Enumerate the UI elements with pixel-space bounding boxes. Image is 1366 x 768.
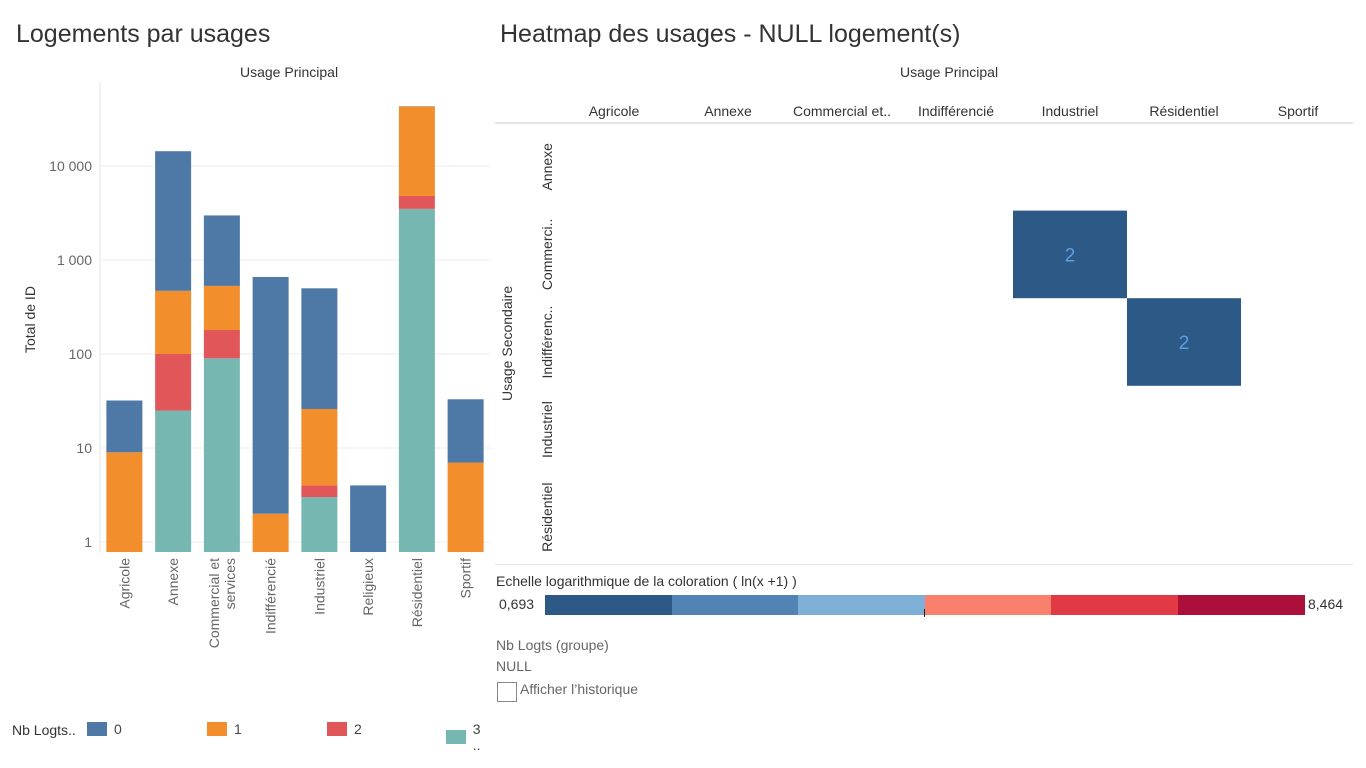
- legend-item-0[interactable]: 0: [87, 721, 122, 737]
- bar-segment: [155, 354, 192, 411]
- bar-segment: [106, 452, 143, 552]
- legend-swatch: [207, 722, 227, 736]
- legend-title: Nb Logts..: [12, 722, 76, 738]
- y-tick-label: 1: [84, 534, 92, 550]
- bar-segment: [252, 276, 289, 514]
- x-tick-label-text: Religieux: [360, 558, 376, 616]
- legend-swatch: [327, 722, 347, 736]
- y-tick-label: 10: [76, 440, 92, 456]
- history-label[interactable]: Afficher l’historique: [520, 681, 639, 697]
- heatmap-title: Heatmap des usages - NULL logement(s): [500, 20, 961, 48]
- y-tick-label: 1 000: [57, 252, 92, 268]
- y-tick-label: 10 000: [49, 158, 92, 174]
- x-tick-label-text: Commercial et: [206, 558, 222, 648]
- heatmap-column-label: Annexe: [704, 103, 752, 119]
- legend-item-2[interactable]: 2: [327, 721, 362, 737]
- x-tick-label: Religieux: [360, 558, 376, 616]
- heatmap-column-label: Indifférencié: [918, 103, 994, 119]
- legend-label: 2: [354, 721, 362, 737]
- x-tick-label: Résidentiel: [409, 558, 425, 627]
- x-tick-label: Commercial et services: [206, 558, 238, 648]
- heatmap-column-label: Commercial et..: [793, 103, 891, 119]
- color-scale-segment: [1051, 595, 1178, 615]
- x-tick-label: Industriel: [311, 558, 327, 615]
- filter-value[interactable]: NULL: [496, 658, 532, 674]
- bar-segment: [301, 408, 338, 486]
- heatmap-cell: [1127, 298, 1241, 386]
- legend-item-3[interactable]: 3 ..: [446, 721, 492, 753]
- bar-segment: [301, 288, 338, 409]
- filter-label: Nb Logts (groupe): [496, 637, 609, 653]
- bar-segment: [203, 285, 240, 331]
- x-tick-label-text: Sportif: [458, 558, 474, 599]
- x-tick-label: Indifférencié: [263, 558, 279, 634]
- color-scale-label: Echelle logarithmique de la coloration (…: [496, 573, 797, 589]
- bar-segment: [301, 485, 338, 498]
- heatmap-column-label: Industriel: [1042, 103, 1099, 119]
- x-tick-label: Annexe: [165, 558, 181, 606]
- x-tick-label: Agricole: [116, 558, 132, 609]
- x-tick-label-text: services: [222, 558, 238, 609]
- legend-swatch: [87, 722, 107, 736]
- color-scale-segment: [798, 595, 925, 615]
- bar-segment: [398, 208, 435, 552]
- x-tick-label-text: Agricole: [116, 558, 132, 609]
- heatmap-column-label: Sportif: [1278, 103, 1319, 119]
- bar-segment: [155, 151, 192, 291]
- color-scale-max: 8,464: [1308, 596, 1344, 612]
- heatmap-cell-value: 2: [1065, 245, 1076, 266]
- history-checkbox[interactable]: [497, 682, 517, 702]
- legend-label: 3 ..: [472, 721, 481, 753]
- x-tick-label-text: Industriel: [311, 558, 327, 615]
- bar-segment: [398, 106, 435, 196]
- bar-segment: [155, 290, 192, 354]
- bar-segment: [106, 400, 143, 453]
- heatmap-row-label: Résidentiel: [539, 483, 555, 552]
- bar-segment: [301, 497, 338, 552]
- bar-segment: [155, 410, 192, 552]
- heatmap-cell-value: 2: [1179, 333, 1190, 354]
- heatmap-column-label: Agricole: [589, 103, 640, 119]
- heatmap-column-header: Usage Principal: [900, 64, 999, 80]
- bar-chart-column-header: Usage Principal: [240, 64, 339, 80]
- color-scale-segment: [545, 595, 672, 615]
- bar-segment: [350, 485, 387, 552]
- stacked-bar-chart: 1 10 100 1 000 10 000 Agricole Annexe Commercia…: [49, 82, 490, 648]
- bar-segment: [447, 462, 484, 552]
- heatmap: Agricole Annexe Commercial et.. Indifférenc…: [495, 103, 1353, 565]
- bar-segment: [203, 330, 240, 359]
- y-tick-label: 100: [69, 346, 93, 362]
- heatmap-row-label: Indifférenc..: [539, 306, 555, 379]
- bar-segment: [447, 399, 484, 463]
- x-tick-label-text: Indifférencié: [263, 558, 279, 634]
- heatmap-cell: [1013, 210, 1127, 299]
- legend-label: 0: [114, 721, 122, 737]
- bar-segment: [398, 195, 435, 209]
- color-scale-midpoint-marker: [924, 609, 925, 617]
- bar-segment: [203, 215, 240, 286]
- bar-chart-title: Logements par usages: [16, 20, 271, 48]
- x-tick-label: Sportif: [458, 558, 474, 599]
- bar-segment: [203, 358, 240, 552]
- legend-label: 1: [234, 721, 242, 737]
- x-tick-label-text: Annexe: [165, 558, 181, 606]
- heatmap-row-label: Annexe: [539, 143, 555, 191]
- legend: Nb Logts.. 0 1 2 3 ..: [12, 721, 492, 753]
- legend-item-1[interactable]: 1: [207, 721, 242, 737]
- heatmap-row-label: Commerci..: [539, 219, 555, 291]
- heatmap-column-label: Résidentiel: [1149, 103, 1218, 119]
- color-scale-segment: [925, 595, 1051, 615]
- heatmap-row-label: Industriel: [539, 401, 555, 458]
- color-scale-segment: [672, 595, 798, 615]
- color-scale-min: 0,693: [499, 596, 535, 612]
- color-scale-bar: [545, 595, 1305, 617]
- color-scale-segment: [1178, 595, 1305, 615]
- legend-swatch: [446, 730, 466, 744]
- bar-segment: [252, 513, 289, 552]
- x-tick-label-text: Résidentiel: [409, 558, 425, 627]
